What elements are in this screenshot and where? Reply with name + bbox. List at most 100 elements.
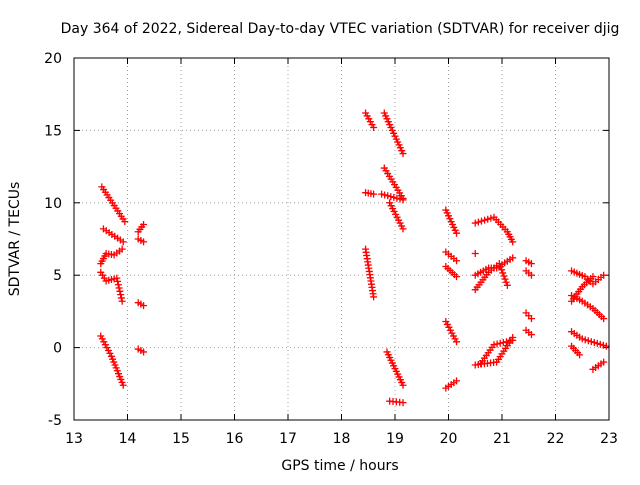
data-point bbox=[500, 272, 508, 280]
data-point bbox=[600, 271, 608, 279]
data-point bbox=[370, 124, 378, 132]
data-point bbox=[596, 340, 604, 348]
series-arc-39 bbox=[589, 358, 608, 373]
series-arc-20 bbox=[442, 248, 461, 265]
series-arc-06 bbox=[134, 221, 148, 236]
series-arc-30 bbox=[522, 257, 535, 268]
series-arc-01 bbox=[98, 183, 129, 226]
series-arc-19 bbox=[442, 206, 461, 237]
data-point bbox=[589, 273, 597, 281]
x-tick-label: 13 bbox=[65, 431, 83, 447]
series-arc-33 bbox=[522, 326, 535, 339]
data-point bbox=[453, 273, 461, 281]
data-point bbox=[116, 287, 124, 295]
data-point bbox=[384, 192, 392, 200]
series-arc-38 bbox=[568, 342, 584, 359]
series-arc-21 bbox=[442, 263, 461, 281]
x-tick-label: 14 bbox=[119, 431, 137, 447]
x-tick-label: 17 bbox=[279, 431, 297, 447]
data-point bbox=[506, 337, 514, 345]
series-arc-04 bbox=[97, 268, 126, 305]
data-points bbox=[97, 109, 610, 407]
x-tick-label: 16 bbox=[226, 431, 244, 447]
series-arc-23 bbox=[442, 377, 461, 392]
data-point bbox=[118, 297, 126, 305]
data-point bbox=[578, 335, 586, 343]
data-point bbox=[527, 271, 535, 279]
series-arc-34 bbox=[568, 267, 608, 288]
series-arc-11 bbox=[362, 189, 378, 198]
series-arc-24 bbox=[471, 213, 517, 246]
data-point bbox=[370, 190, 378, 198]
data-point bbox=[119, 381, 127, 389]
data-point bbox=[509, 254, 517, 262]
data-point bbox=[140, 238, 148, 246]
data-point bbox=[496, 263, 504, 271]
data-point bbox=[399, 381, 407, 389]
data-point bbox=[481, 216, 489, 224]
x-tick-label: 15 bbox=[172, 431, 190, 447]
data-point bbox=[600, 358, 608, 366]
series-arc-09 bbox=[134, 345, 148, 356]
data-point bbox=[390, 193, 398, 201]
data-point bbox=[453, 229, 461, 237]
series-arc-15 bbox=[378, 190, 407, 204]
data-point bbox=[599, 341, 607, 349]
data-point bbox=[117, 294, 125, 302]
data-point bbox=[509, 336, 517, 344]
series-arc-02 bbox=[99, 225, 127, 246]
data-point bbox=[118, 245, 126, 253]
data-point bbox=[453, 377, 461, 385]
data-point bbox=[370, 293, 378, 301]
data-point bbox=[387, 193, 395, 201]
data-point bbox=[587, 338, 595, 346]
x-tick-label: 19 bbox=[386, 431, 404, 447]
data-point bbox=[381, 191, 389, 199]
series-arc-18 bbox=[386, 397, 407, 407]
data-point bbox=[115, 284, 123, 292]
series-arc-22 bbox=[442, 318, 461, 346]
data-point bbox=[378, 190, 386, 198]
series-arc-03 bbox=[97, 245, 126, 268]
chart-title: Day 364 of 2022, Sidereal Day-to-day VTE… bbox=[61, 21, 620, 37]
series-arc-29 bbox=[477, 336, 517, 368]
data-point bbox=[503, 281, 511, 289]
data-point bbox=[393, 194, 401, 202]
data-point bbox=[471, 249, 479, 257]
y-tick-label: -5 bbox=[48, 413, 62, 429]
data-point bbox=[117, 291, 125, 299]
series-arc-05 bbox=[97, 332, 127, 389]
x-axis-label: GPS time / hours bbox=[281, 458, 398, 474]
data-point bbox=[499, 269, 507, 277]
y-tick-label: 10 bbox=[44, 196, 62, 212]
data-point bbox=[114, 277, 122, 285]
data-point bbox=[499, 339, 507, 347]
data-point bbox=[498, 266, 506, 274]
y-axis-label: SDTVAR / TECUs bbox=[7, 182, 23, 297]
data-point bbox=[493, 340, 501, 348]
x-tick-label: 20 bbox=[440, 431, 458, 447]
data-point bbox=[495, 260, 503, 268]
data-point bbox=[527, 315, 535, 323]
y-tick-label: 20 bbox=[44, 51, 62, 67]
data-point bbox=[576, 351, 584, 359]
series-arc-13 bbox=[380, 109, 407, 158]
series-arc-37 bbox=[568, 328, 610, 350]
grid-lines bbox=[74, 58, 609, 420]
data-point bbox=[581, 336, 589, 344]
series-arc-10 bbox=[362, 109, 378, 132]
data-point bbox=[453, 257, 461, 265]
data-point bbox=[487, 214, 495, 222]
data-point bbox=[399, 196, 407, 204]
x-tick-label: 23 bbox=[600, 431, 618, 447]
data-point bbox=[121, 218, 129, 226]
data-point bbox=[477, 217, 485, 225]
series-arc-27 bbox=[471, 260, 511, 294]
axes: 13 14 15 16 17 18 19 20 21 22 23 -5 0 5 10 15 20 bbox=[44, 51, 618, 447]
x-tick-label: 18 bbox=[333, 431, 351, 447]
x-tick-label: 21 bbox=[493, 431, 511, 447]
data-point bbox=[490, 341, 498, 349]
data-point bbox=[399, 399, 407, 407]
data-point bbox=[584, 337, 592, 345]
data-point bbox=[496, 339, 504, 347]
